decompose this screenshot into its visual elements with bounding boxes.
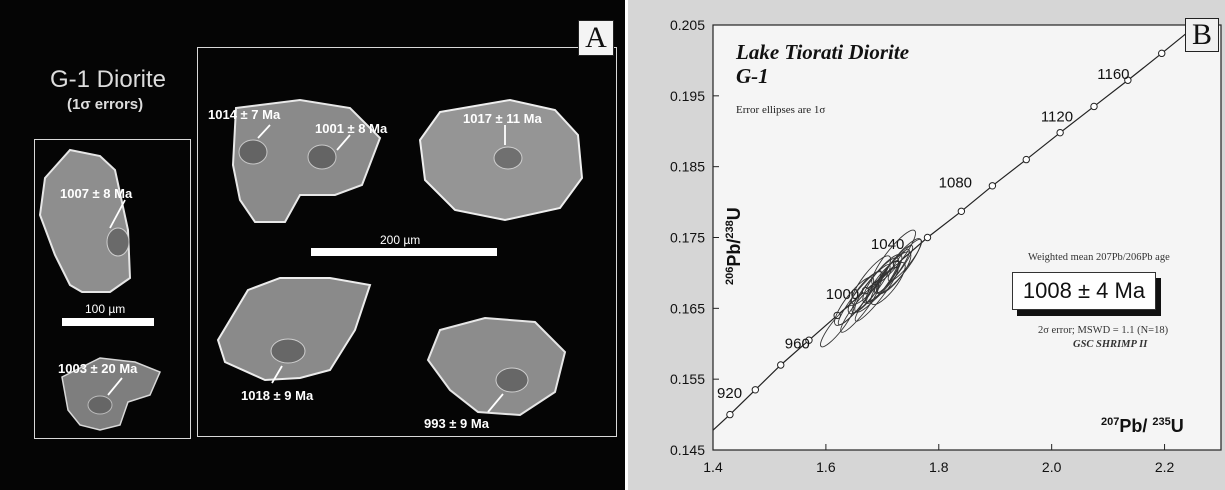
concordia-age-marker bbox=[923, 233, 932, 242]
panel-b-concordia: 920 960 1000 1040 1080 1120 1160 1.4 1.6 1.8 2.0 2… bbox=[628, 0, 1225, 490]
concordia-age-marker bbox=[805, 336, 813, 344]
concordia-age-marker bbox=[1124, 76, 1132, 84]
concordia-age-marker bbox=[777, 361, 785, 369]
y-axis-label: 206Pb/238U bbox=[724, 207, 744, 285]
concordia-age-label: 1000 bbox=[826, 286, 859, 303]
leader-lines bbox=[107, 124, 506, 413]
y-tick-label: 0.185 bbox=[670, 159, 705, 175]
scale-bar-small bbox=[62, 318, 154, 326]
panel-label-b: B bbox=[1185, 18, 1219, 52]
x-axis-label: 207Pb/ 235U bbox=[1101, 416, 1184, 436]
error-ellipse bbox=[871, 229, 916, 286]
concordia-age-label: 1160 bbox=[1097, 66, 1129, 83]
concordia-age-label: 920 bbox=[717, 385, 742, 402]
age-label: 1001 ± 8 Ma bbox=[315, 121, 388, 136]
y-tick-label: 0.165 bbox=[670, 300, 705, 316]
sample-title: G-1 Diorite bbox=[50, 66, 167, 93]
x-tick-label: 2.2 bbox=[1155, 459, 1175, 475]
zircon-grain bbox=[231, 98, 382, 223]
y-tick-label: 0.205 bbox=[670, 17, 705, 33]
error-note: 2σ error; MSWD = 1.1 (N=18) bbox=[1038, 325, 1169, 336]
zircon-grain bbox=[61, 357, 161, 431]
x-tick-label: 1.8 bbox=[929, 459, 949, 475]
age-label: 1007 ± 8 Ma bbox=[60, 186, 133, 201]
age-label: 1017 ± 11 Ma bbox=[463, 111, 542, 126]
weighted-mean-label: Weighted mean 207Pb/206Pb age bbox=[1028, 252, 1170, 263]
grain-frame-right bbox=[197, 47, 617, 437]
concordia-plot: 920 960 1000 1040 1080 1120 1160 1.4 1.6 1.8 2.0 2… bbox=[670, 17, 1222, 475]
panel-label-a: A bbox=[578, 20, 614, 56]
error-ellipse bbox=[854, 266, 899, 322]
zircon-grain bbox=[426, 316, 567, 417]
y-tick-label: 0.175 bbox=[670, 230, 705, 246]
plot-title-line1: Lake Tiorati Diorite bbox=[736, 40, 910, 64]
concordia-age-marker bbox=[988, 182, 997, 190]
age-label: 1018 ± 9 Ma bbox=[241, 388, 314, 403]
error-ellipse bbox=[840, 283, 880, 333]
error-ellipse bbox=[887, 238, 923, 282]
zircon-grains bbox=[38, 98, 584, 431]
concordia-age-marker bbox=[726, 410, 734, 419]
ellipse-note: Error ellipses are 1σ bbox=[736, 104, 826, 116]
concordia-age-marker bbox=[1056, 128, 1064, 137]
age-label: 993 ± 9 Ma bbox=[424, 416, 489, 431]
age-label: 1014 ± 7 Ma bbox=[208, 107, 281, 122]
concordia-age-marker bbox=[1022, 155, 1030, 164]
concordia-age-label: 1040 bbox=[871, 236, 904, 253]
scale-label-small: 100 µm bbox=[85, 302, 126, 316]
concordia-age-marker bbox=[957, 207, 966, 215]
error-ellipse bbox=[870, 262, 906, 306]
y-tick-label: 0.195 bbox=[670, 88, 705, 104]
x-tick-label: 1.4 bbox=[703, 459, 723, 475]
y-tick-label: 0.145 bbox=[670, 442, 705, 458]
plot-title-line2: G-1 bbox=[736, 64, 769, 88]
concordia-age-label: 1080 bbox=[939, 175, 972, 192]
concordia-age-marker bbox=[751, 386, 760, 394]
zircon-grain bbox=[38, 148, 132, 293]
x-tick-label: 1.6 bbox=[816, 459, 836, 475]
concordia-age-marker bbox=[1090, 102, 1098, 111]
zircon-grain bbox=[216, 277, 372, 382]
plot-area bbox=[712, 24, 1222, 451]
age-label: 1003 ± 20 Ma bbox=[58, 361, 138, 376]
error-subtitle: (1σ errors) bbox=[67, 96, 144, 113]
scale-bar-large bbox=[311, 248, 497, 256]
age-result-box: 1008 ± 4 Ma bbox=[1012, 272, 1156, 310]
scale-label-large: 200 µm bbox=[380, 233, 421, 247]
instrument-label: GSC SHRIMP II bbox=[1073, 339, 1148, 350]
y-tick-label: 0.155 bbox=[670, 371, 705, 387]
concordia-age-label: 960 bbox=[785, 335, 810, 352]
concordia-age-marker bbox=[1158, 49, 1166, 58]
concordia-age-label: 1120 bbox=[1041, 109, 1073, 126]
panel-a-sem-image: A G-1 Diorite (1σ errors) 1007 ± 8 Ma 10… bbox=[0, 0, 625, 490]
x-tick-label: 2.0 bbox=[1042, 459, 1062, 475]
grain-frame-left bbox=[34, 139, 191, 439]
